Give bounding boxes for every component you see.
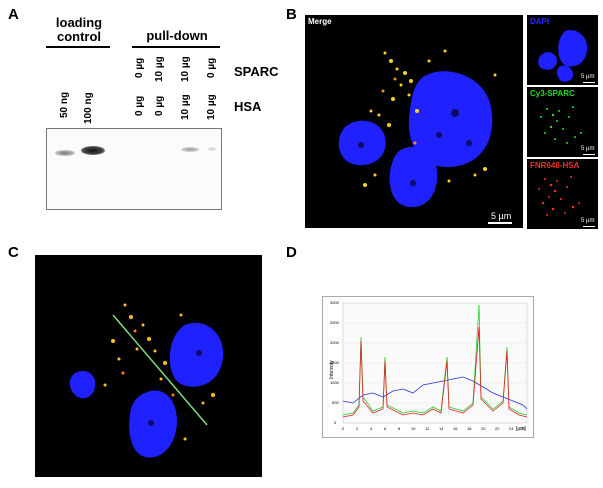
loading-control-header: loading control — [55, 15, 103, 44]
merge-image: Merge 5 µm — [305, 15, 523, 228]
xtick-4: 4 — [370, 426, 373, 431]
sparc-row-label: SPARC — [234, 64, 279, 79]
plot-ylabel: Intensity — [329, 360, 335, 379]
hsa-lane-3: 10 µg — [180, 94, 191, 120]
fnr648-hsa-image: FNR648-HSA 5 µm — [527, 159, 598, 229]
xtick-14: 14 — [439, 426, 444, 431]
band-pulldown-4 — [207, 147, 217, 151]
panel-letter-b: B — [286, 6, 297, 23]
pull-down-header: pull-down — [146, 28, 208, 43]
merge-label: Merge — [308, 17, 332, 26]
cy3-label: Cy3-SPARC — [530, 89, 575, 98]
ytick-1000: 1000 — [330, 380, 339, 385]
hsa-lane-4: 10 µg — [206, 94, 217, 120]
intensity-plot: Intensity [µm] 0 500 1000 1500 2000 2500… — [322, 296, 534, 438]
dapi-scale-label: 5 µm — [581, 74, 595, 80]
plot-xunit: [µm] — [516, 426, 526, 432]
loading-control-underline — [46, 46, 110, 48]
xtick-8: 8 — [398, 426, 401, 431]
xtick-22: 22 — [495, 426, 500, 431]
panel-letter-d: D — [286, 244, 297, 261]
xtick-0: 0 — [342, 426, 345, 431]
panel-letter-a: A — [8, 6, 19, 23]
ytick-1500: 1500 — [330, 360, 339, 365]
ytick-500: 500 — [332, 400, 339, 405]
western-blot — [46, 128, 222, 210]
lane-label-50ng: 50 ng — [59, 91, 70, 118]
line-profile-image — [35, 255, 262, 477]
xtick-2: 2 — [356, 426, 359, 431]
band-100ng — [81, 146, 105, 155]
sparc-lane-2: 10 µg — [154, 56, 165, 82]
cy3-scale-label: 5 µm — [581, 146, 595, 152]
ytick-2000: 2000 — [330, 340, 339, 345]
cy3-sparc-image: Cy3-SPARC 5 µm — [527, 87, 598, 157]
panel-letter-c: C — [8, 244, 19, 261]
xtick-10: 10 — [411, 426, 416, 431]
xtick-6: 6 — [384, 426, 387, 431]
band-pulldown-3 — [181, 147, 199, 152]
fnr-label: FNR648-HSA — [530, 161, 580, 170]
sparc-lane-1: 0 µg — [134, 57, 145, 78]
sparc-lane-4: 0 µg — [206, 57, 217, 78]
ytick-2500: 2500 — [330, 320, 339, 325]
dapi-label: DAPI — [530, 17, 550, 26]
hsa-lane-2: 0 µg — [154, 95, 165, 116]
xtick-26: 26 — [521, 426, 526, 431]
dapi-image: DAPI 5 µm — [527, 15, 598, 85]
band-50ng — [55, 150, 75, 156]
xtick-16: 16 — [453, 426, 458, 431]
lane-label-100ng: 100 ng — [83, 92, 94, 124]
merge-scale-label: 5 µm — [491, 211, 512, 221]
xtick-20: 20 — [481, 426, 486, 431]
hsa-row-label: HSA — [234, 99, 262, 114]
fnr-scale-label: 5 µm — [581, 218, 595, 224]
xtick-18: 18 — [467, 426, 472, 431]
xtick-24: 24 — [509, 426, 514, 431]
ytick-0: 0 — [334, 420, 337, 425]
sparc-lane-3: 10 µg — [180, 56, 191, 82]
xtick-12: 12 — [425, 426, 430, 431]
pull-down-underline — [132, 46, 220, 48]
hsa-lane-1: 0 µg — [134, 95, 145, 116]
ytick-3000: 3000 — [330, 300, 339, 305]
